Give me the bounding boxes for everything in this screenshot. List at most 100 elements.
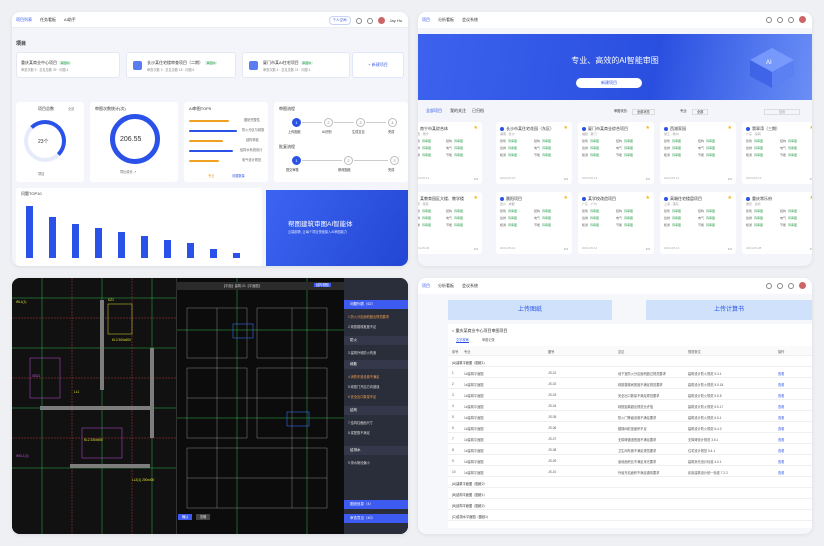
confirm-button[interactable]: 确认	[178, 514, 193, 520]
view-link[interactable]: 查看	[778, 449, 785, 453]
space-switch[interactable]: 个人空间	[328, 16, 351, 25]
view-link[interactable]: 查看	[778, 416, 785, 420]
star-icon[interactable]: ★	[727, 195, 732, 201]
cad-left-view[interactable]: WL1(1) KZ1 KL3 300x600 LL1 GBZ1 WKL1(3) …	[12, 278, 176, 534]
nav-meeting[interactable]: 会议系统	[462, 17, 478, 22]
nav-ai[interactable]: AI助手	[64, 17, 76, 22]
view-link[interactable]: 查看	[778, 394, 785, 398]
panel-head[interactable]: 图纸信息（4）	[344, 500, 408, 509]
avatar[interactable]	[799, 282, 806, 289]
clock-icon[interactable]	[766, 16, 772, 23]
project-card[interactable]: 西湖家园 ★ 浙江 · 杭州 建筑 待审图 结构 待审图 给排 待审图 电气 待审图 暖通 待审图 节能待…	[660, 122, 736, 184]
major-select[interactable]: 全部	[692, 109, 709, 115]
nav-board[interactable]: 任务看板	[40, 17, 56, 22]
panel-head[interactable]: 审查意见（40）	[344, 514, 408, 523]
new-project-button[interactable]: 新建项目	[576, 78, 642, 88]
table-row[interactable]: 1 1#建筑平面图 JS-01 地下室防火分区面积超过规范要求 建筑设计防火规范 5.3…	[448, 368, 812, 378]
bell-icon[interactable]	[788, 282, 794, 289]
view-link[interactable]: 查看	[778, 383, 785, 387]
promo-banner[interactable]: 帮图建筑审图AI智能体 云端部署, 让每个项目快速接入AI审图能力	[266, 190, 408, 266]
issue-item[interactable]: 6 安全出口数量不足	[348, 395, 377, 399]
star-icon[interactable]: ★	[645, 125, 650, 131]
breadcrumb[interactable]: < 重庆某商业中心项目审图项目	[452, 328, 508, 333]
view-link[interactable]: 查看	[778, 372, 785, 376]
filter-select[interactable]: 全部	[68, 107, 75, 111]
avatar[interactable]	[377, 17, 385, 24]
project-card[interactable]: 重庆某商业中心项目 审图中 审查次数 5 · 意见总数 39 · 问题 4	[16, 52, 120, 78]
more-icon[interactable]: •••	[473, 176, 478, 181]
more-icon[interactable]: •••	[645, 246, 650, 251]
nav-meeting[interactable]: 会议系统	[462, 283, 478, 288]
more-icon[interactable]: •••	[563, 246, 568, 251]
group-row[interactable]: (B)结构平面图（图纸1）	[448, 489, 812, 499]
table-row[interactable]: 8 1#建筑平面图 JS-08 卫生间布置不满足规范要求 住宅设计规范 5.4.1 查看	[448, 445, 812, 455]
avatar[interactable]	[799, 16, 806, 23]
issue-item[interactable]: 2 疏散楼梯宽度不足	[348, 325, 377, 329]
more-icon[interactable]: •••	[473, 246, 478, 251]
star-icon[interactable]: ★	[473, 125, 478, 131]
more-icon[interactable]: •••	[727, 246, 732, 251]
table-row[interactable]: 7 1#建筑平面图 JS-07 无障碍通道宽度不满足要求 无障碍设计规范 3.5.1 查看	[448, 434, 812, 444]
project-card[interactable]: 翡翠湾（三期） ★ 广东 · 深圳 建筑 待审图 结构 待审图 给排 待审图 电气 待审图 暖通 待审图…	[742, 122, 812, 184]
panel-head[interactable]: 疏散	[344, 360, 408, 369]
more-icon[interactable]: •••	[727, 176, 732, 181]
issue-item[interactable]: 8 梁配筋不满足	[348, 431, 370, 435]
tab-all[interactable]: 全部项目	[426, 108, 442, 113]
nav-projects[interactable]: 项目列表	[16, 17, 32, 22]
status-select[interactable]: 全部状态	[632, 109, 655, 115]
issue-item[interactable]: 3 建筑外墙防火构造	[348, 351, 377, 355]
project-card[interactable]: 厦门市某商业综合项目 ★ 福建 · 厦门 建筑 待审图 结构 待审图 给排 待审图 电气 待审图 暖通…	[578, 122, 654, 184]
table-row[interactable]: 9 1#建筑平面图 JS-09 窗地面积比不满足采光要求 建筑采光设计标准 4.0.1 查…	[448, 456, 812, 466]
group-row[interactable]: (A)建筑平面图（图纸1）	[448, 357, 812, 367]
search-input[interactable]: 搜索	[764, 109, 801, 115]
panel-head[interactable]: 结构	[344, 406, 408, 415]
cad-right-view[interactable]	[176, 278, 345, 534]
star-icon[interactable]: ★	[727, 125, 732, 131]
tab-text-review[interactable]: 文字校审	[456, 338, 469, 343]
upload-calc-button[interactable]: 上传计算书	[646, 300, 812, 320]
settings-icon[interactable]	[777, 282, 783, 289]
group-row[interactable]: (C)给排水平面图（图纸1）	[448, 511, 812, 521]
issue-item[interactable]: 5 疏散门开启方向错误	[348, 385, 380, 389]
star-icon[interactable]: ★	[809, 125, 812, 131]
star-icon[interactable]: ★	[563, 125, 568, 131]
star-icon[interactable]: ★	[645, 195, 650, 201]
star-icon[interactable]: ★	[473, 195, 478, 201]
table-row[interactable]: 2 1#建筑平面图 JS-02 疏散楼梯间宽度不满足规范要求 建筑设计防火规范 5.5.…	[448, 379, 812, 389]
star-icon[interactable]: ★	[809, 195, 812, 201]
tab-follow[interactable]: 我的关注	[450, 108, 466, 113]
nav-board[interactable]: 分析看板	[438, 283, 454, 288]
project-card[interactable]: 某学校改造项目 ★ 广东 · 广州 建筑 待审图 结构 待审图 给排 待审图 电气 待审图 暖通 待审图…	[578, 192, 654, 254]
project-card[interactable]: 长沙某住宅楼审查项目（二期） 审图中 审查次数 3 · 意见总数 18 · 问题 …	[126, 52, 236, 78]
view-link[interactable]: 查看	[778, 427, 785, 431]
table-row[interactable]: 10 1#建筑平面图 JS-10 外窗开启面积不满足通风要求 民用建筑设计统一标准 7.…	[448, 467, 812, 477]
project-card[interactable]: 长沙市某住宅花园（东区） ★ 湖南 · 长沙 建筑 待审图 结构 待审图 给排 待审图 电气 待审图…	[496, 122, 572, 184]
view-link[interactable]: 查看	[778, 471, 785, 475]
panel-head[interactable]: 给排水	[344, 446, 408, 455]
nav-projects[interactable]: 项目	[422, 17, 430, 22]
settings-icon[interactable]	[777, 16, 783, 23]
view-switch[interactable]: 结构视图	[314, 283, 331, 287]
table-row[interactable]: 6 1#建筑平面图 JS-06 楼梯间前室面积不足 建筑设计防火规范 6.4.3 查看	[448, 423, 812, 433]
ignore-button[interactable]: 忽略	[196, 514, 211, 520]
tab-records[interactable]: 审图记录	[482, 338, 495, 342]
view-link[interactable]: 查看	[778, 405, 785, 409]
issue-item[interactable]: 1 防火分区面积超出规范要求	[348, 315, 389, 319]
upload-drawings-button[interactable]: 上传图纸	[448, 300, 612, 320]
table-row[interactable]: 5 1#建筑平面图 JS-05 防火门等级设置不满足要求 建筑设计防火规范 6.5.1 查…	[448, 412, 812, 422]
project-card[interactable]: 重庆常乐府 ★ 重庆 · 渝北 建筑 待审图 结构 待审图 给排 待审图 电气 待审图 暖通 待审图 节能…	[742, 192, 812, 254]
issue-item[interactable]: 9 排水管径偏小	[348, 461, 370, 465]
settings-icon[interactable]	[355, 17, 362, 24]
more-icon[interactable]: •••	[563, 176, 568, 181]
nav-board[interactable]: 分析看板	[438, 17, 454, 22]
project-card[interactable]: 晨阳项目 ★ 四川 · 成都 建筑 待审图 结构 待审图 给排 待审图 电气 待审图 暖通 待审图 节能待…	[496, 192, 572, 254]
view-link[interactable]: 查看	[778, 460, 785, 464]
clock-icon[interactable]	[766, 282, 772, 289]
view-link[interactable]: 查看	[778, 438, 785, 442]
panel-head[interactable]: 防火	[344, 336, 408, 345]
add-project-button[interactable]: + 新建项目	[352, 52, 404, 78]
more-icon[interactable]: •••	[809, 246, 812, 251]
group-row[interactable]: (B)结构平面图（图纸2）	[448, 500, 812, 510]
